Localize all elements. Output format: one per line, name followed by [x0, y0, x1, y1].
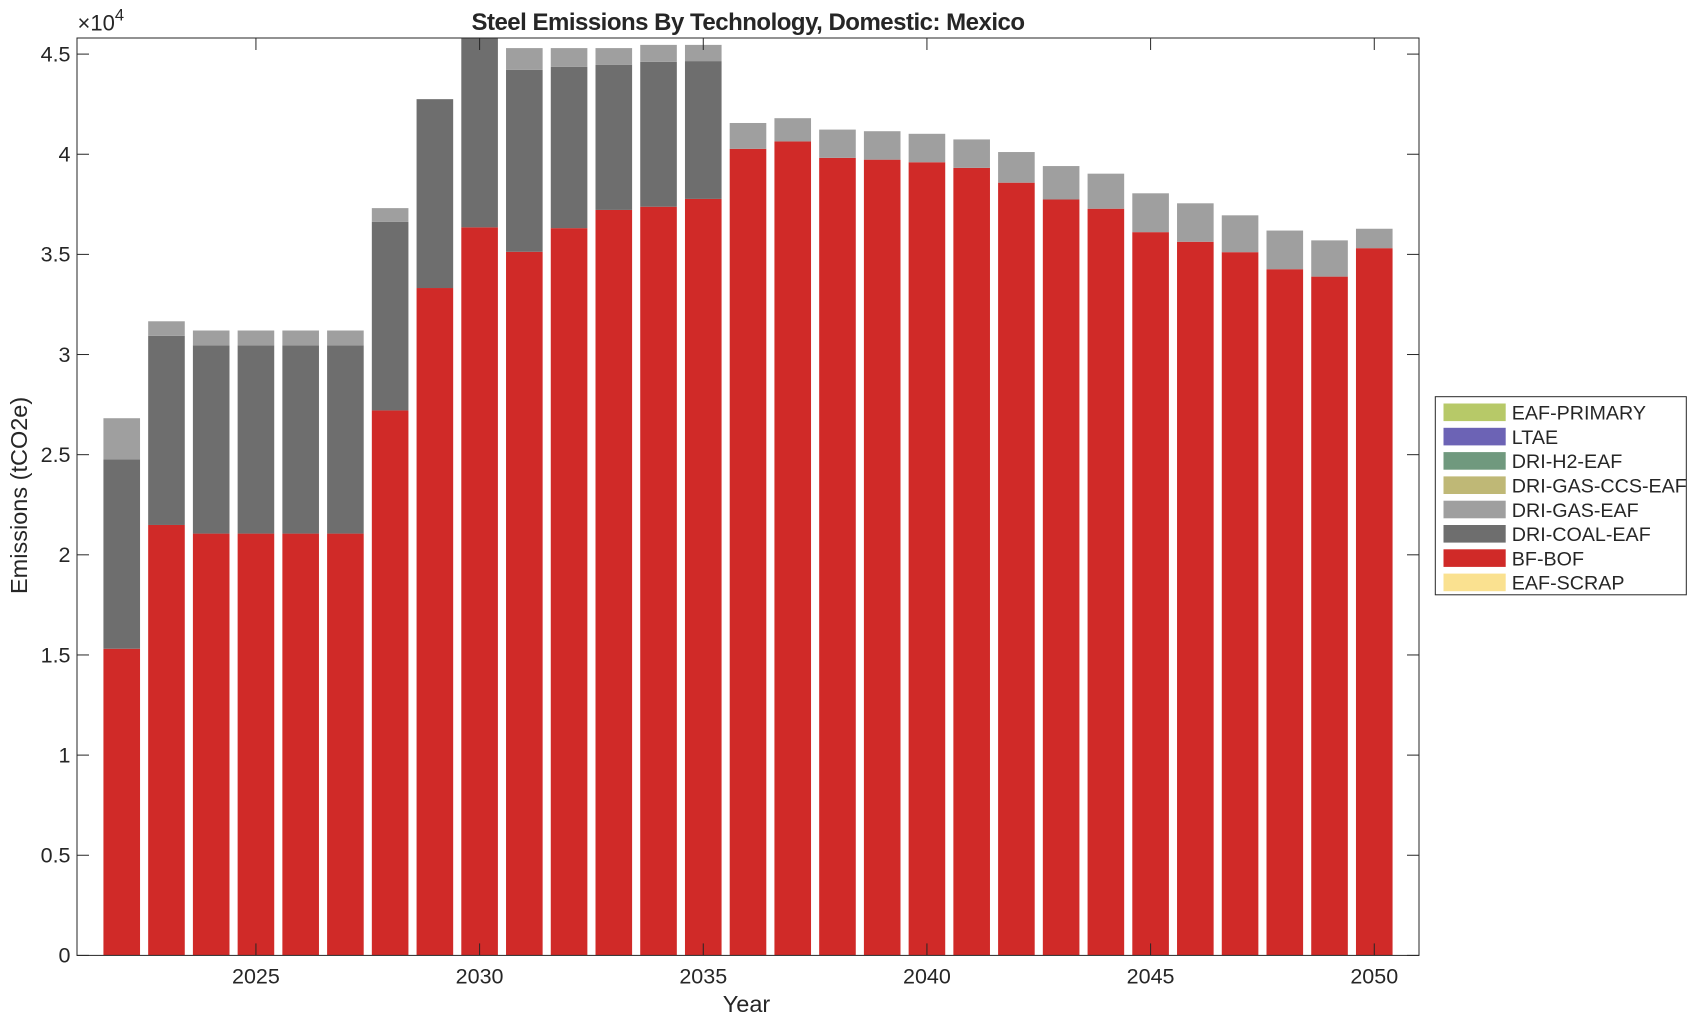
svg-text:1.5: 1.5 — [41, 643, 71, 667]
svg-text:BF-BOF: BF-BOF — [1512, 548, 1584, 570]
svg-text:4: 4 — [59, 143, 71, 167]
svg-text:DRI-GAS-CCS-EAF: DRI-GAS-CCS-EAF — [1512, 476, 1687, 498]
svg-text:DRI-GAS-EAF: DRI-GAS-EAF — [1512, 500, 1639, 522]
svg-text:LTAE: LTAE — [1512, 427, 1558, 449]
svg-text:EAF-SCRAP: EAF-SCRAP — [1512, 573, 1625, 595]
svg-text:1: 1 — [59, 743, 71, 767]
svg-text:2035: 2035 — [679, 965, 727, 989]
svg-text:×104: ×104 — [78, 7, 125, 36]
svg-text:2045: 2045 — [1127, 965, 1175, 989]
svg-text:Year: Year — [723, 991, 771, 1017]
svg-text:DRI-COAL-EAF: DRI-COAL-EAF — [1512, 524, 1651, 546]
svg-text:0: 0 — [59, 944, 71, 968]
svg-text:2.5: 2.5 — [41, 443, 71, 467]
svg-text:2040: 2040 — [903, 965, 951, 989]
svg-text:2030: 2030 — [456, 965, 504, 989]
svg-text:2025: 2025 — [232, 965, 280, 989]
svg-text:3: 3 — [59, 343, 71, 367]
svg-text:DRI-H2-EAF: DRI-H2-EAF — [1512, 451, 1622, 473]
svg-text:4.5: 4.5 — [41, 42, 71, 66]
svg-text:EAF-PRIMARY: EAF-PRIMARY — [1512, 403, 1646, 425]
svg-text:2050: 2050 — [1350, 965, 1398, 989]
svg-text:Steel Emissions By Technology,: Steel Emissions By Technology, Domestic:… — [471, 9, 1024, 36]
svg-text:2: 2 — [59, 543, 71, 567]
svg-text:0.5: 0.5 — [41, 844, 71, 868]
svg-text:3.5: 3.5 — [41, 243, 71, 267]
svg-text:Emissions (tCO2e): Emissions (tCO2e) — [6, 397, 32, 594]
